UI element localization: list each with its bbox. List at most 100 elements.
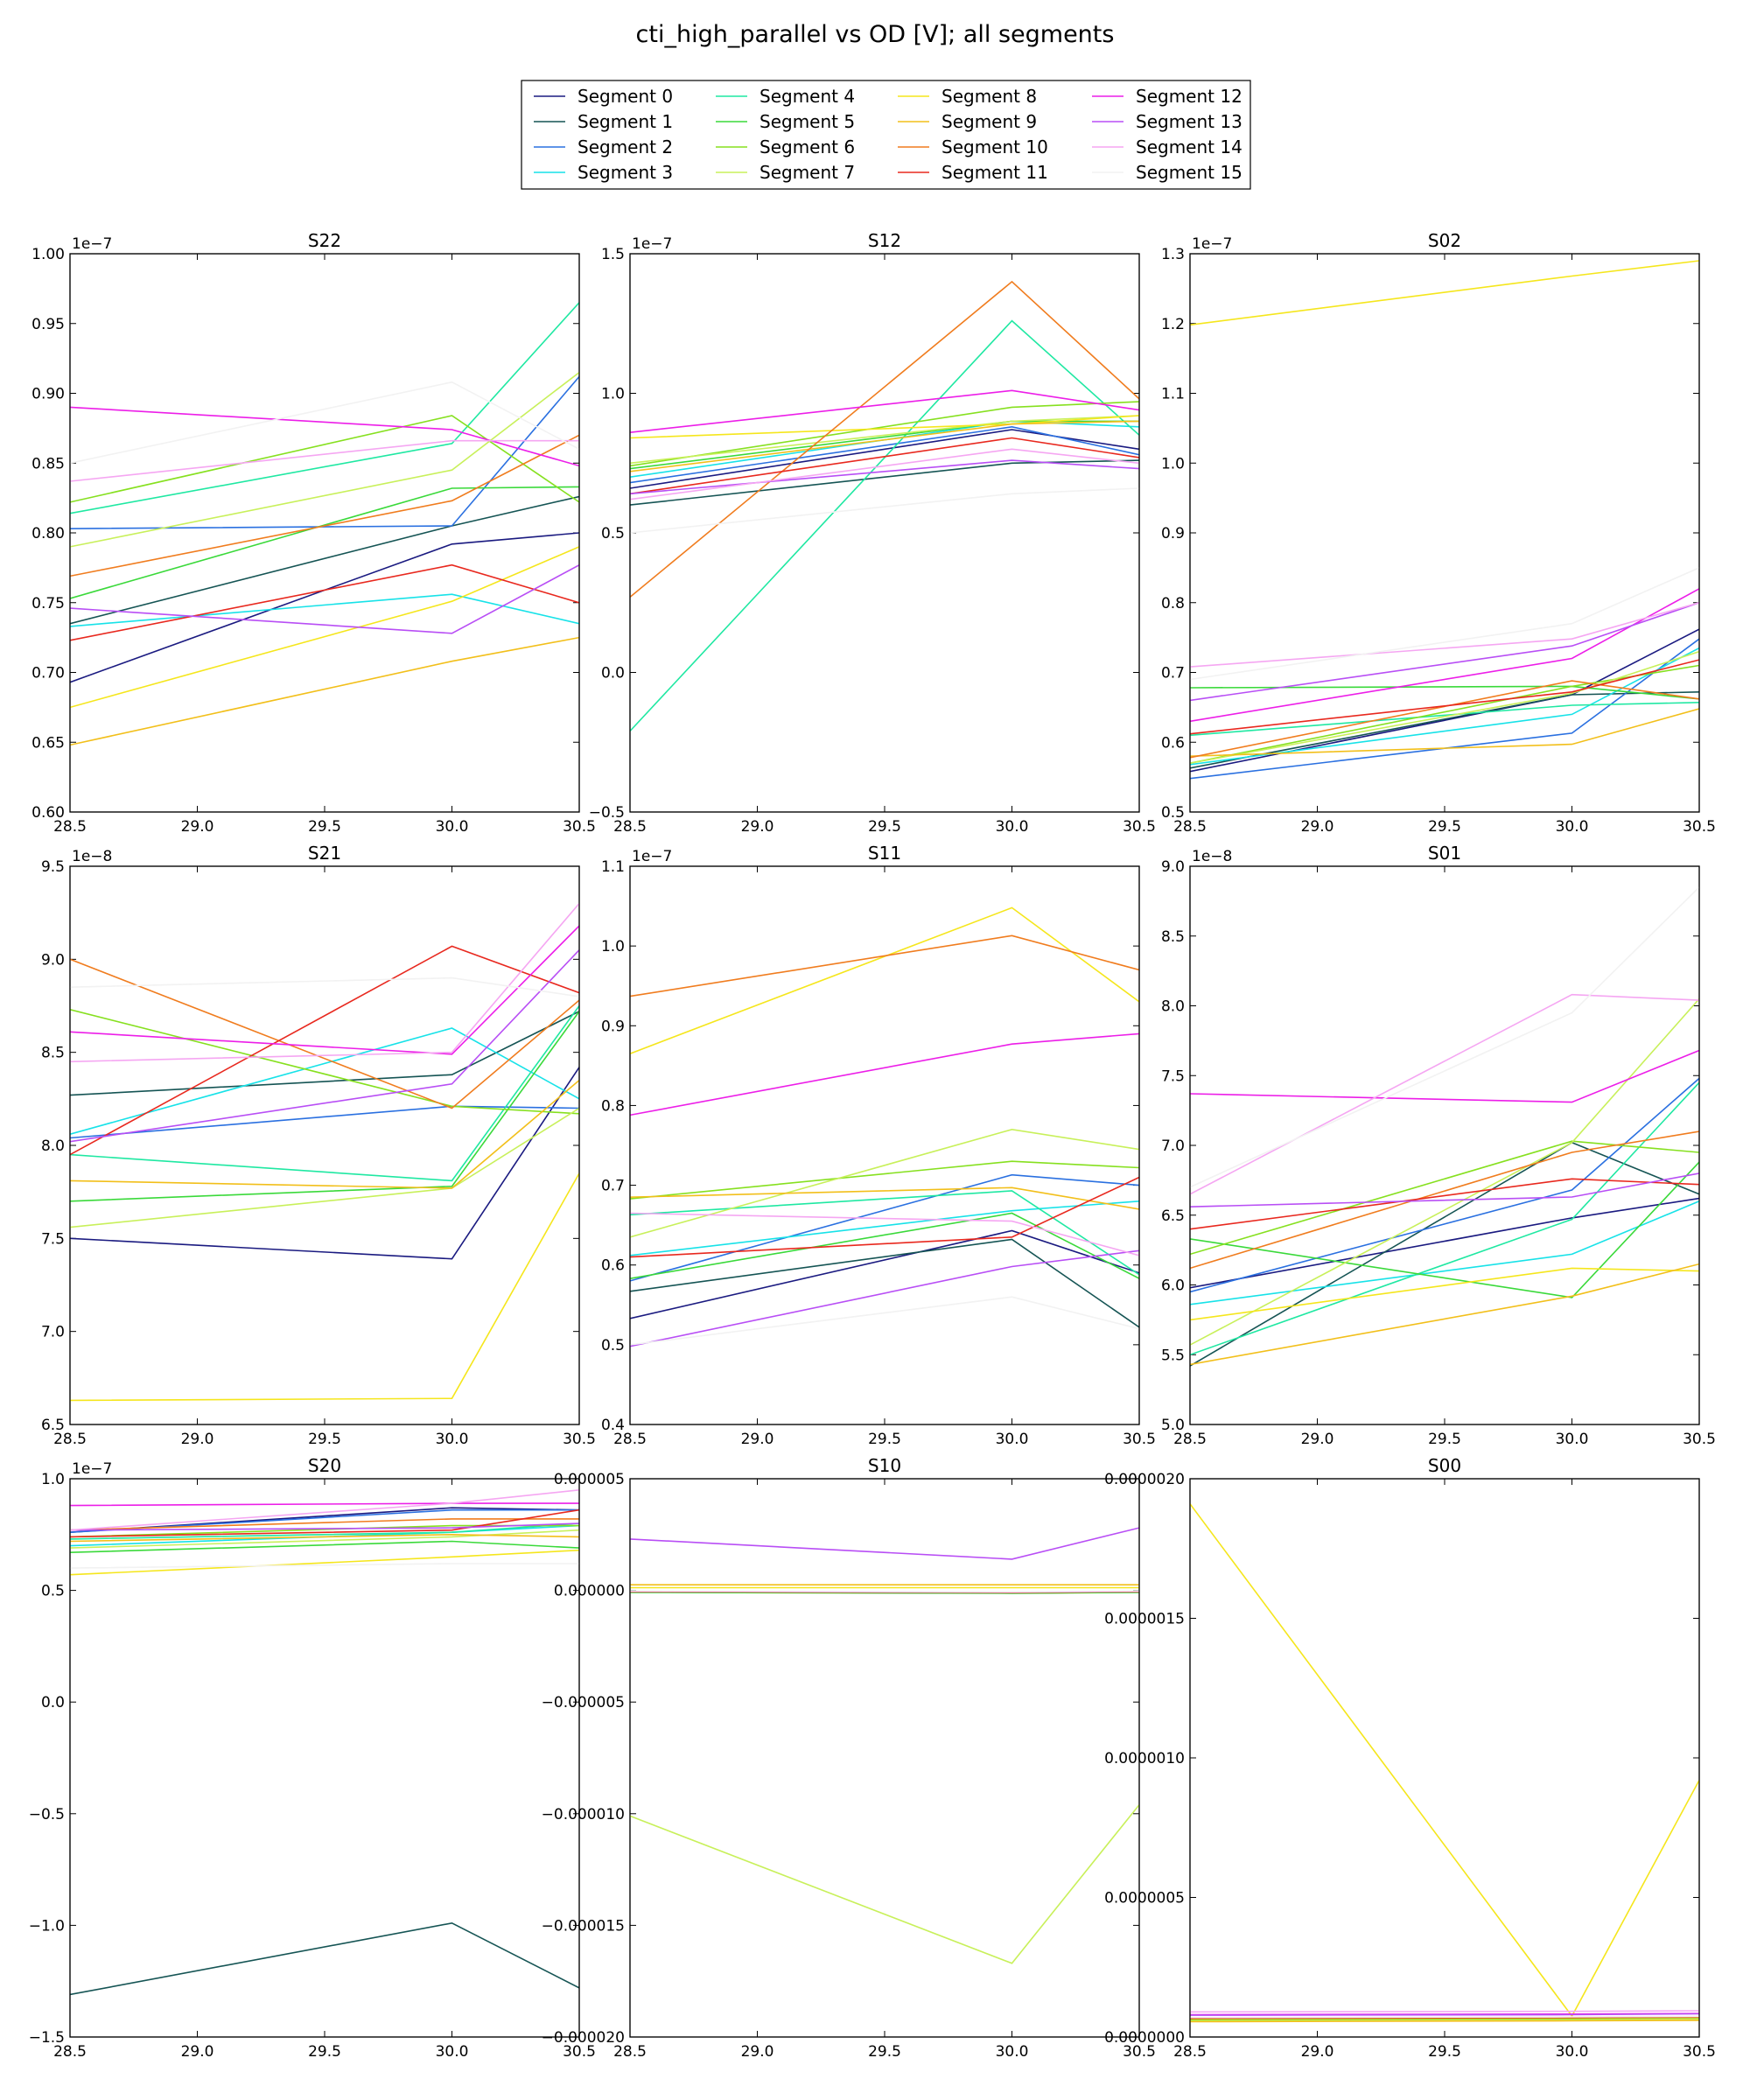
subplot-title: S00 [1428,1455,1461,1476]
x-tick-label: 29.0 [1301,818,1334,836]
plot-border [629,1478,1140,2038]
plot-frame [1189,1478,1700,2038]
series-line-segment-7 [1190,2018,1699,2022]
series-line-segment-13 [70,949,579,1143]
series-line-segment-4 [70,1005,579,1182]
subplot-s12: S12 1e−7 −0.5 0.0 0.5 1.0 1.5 28.5 29.0 29.5 30.0 3… [589,230,1156,836]
series-line-segment-15 [630,1296,1139,1346]
series-line-segment-15 [70,381,579,465]
series-group [1190,1503,1699,2023]
legend-item: Segment 5 [716,111,855,132]
legend-item: Segment 14 [1092,136,1242,158]
series-line-segment-14 [630,448,1139,500]
y-tick-label: 0.0000010 [1104,1750,1185,1768]
series-line-segment-5 [70,1011,579,1202]
y-tick-label: 0.6 [1161,734,1185,752]
x-tick-label: 30.5 [563,1431,596,1448]
series-line-segment-10 [70,958,579,1110]
series-line-segment-12 [630,389,1139,433]
x-tick-label: 29.0 [741,818,774,836]
y-tick-label: 7.5 [41,1230,65,1248]
x-tick-label: 30.0 [996,1431,1029,1448]
legend-item: Segment 13 [1092,111,1242,132]
y-tick-label: 0.90 [32,386,65,403]
x-tick-label: 28.5 [53,1431,87,1448]
x-tick-label: 30.5 [1683,2043,1716,2061]
x-tick-label: 29.5 [868,818,901,836]
series-line-segment-4 [70,302,579,514]
series-group [630,1527,1139,1964]
legend-label: Segment 4 [760,86,855,107]
y-tick-label: 1.00 [32,246,65,263]
series-line-segment-5 [70,1540,579,1553]
series-line-segment-4 [1190,1082,1699,1356]
series-line-segment-13 [1190,1172,1699,1208]
series-line-segment-3 [630,1200,1139,1256]
x-tick-label: 29.5 [1428,1431,1461,1448]
series-line-segment-11 [1190,659,1699,735]
y-tick-label: 1.0 [601,938,625,956]
series-line-segment-9 [70,1079,579,1189]
x-tick-label: 29.0 [181,1431,214,1448]
legend-item: Segment 4 [716,86,855,107]
y-tick-label: 0.70 [32,665,65,682]
y-offset-label: 1e−8 [1192,848,1232,865]
series-line-segment-8 [70,1172,579,1402]
series-line-segment-2 [70,1508,579,1533]
series-line-segment-0 [630,429,1139,489]
y-tick-label: 1.0 [1161,455,1185,472]
y-tick-label: 0.5 [41,1583,65,1600]
series-line-segment-14 [1190,993,1699,1195]
subplot-s01: S01 1e−8 5.0 5.5 6.0 6.5 7.0 7.5 8.0 8.5 9.0 28.5 29… [1161,843,1716,1448]
series-line-segment-10 [1190,680,1699,759]
series-line-segment-6 [1190,1140,1699,1256]
y-tick-label: 7.0 [1161,1138,1185,1155]
series-line-segment-9 [70,1533,579,1543]
y-tick-label: 5.5 [1161,1347,1185,1364]
series-line-segment-11 [70,1508,579,1538]
x-tick-label: 29.0 [1301,2043,1334,2061]
series-line-segment-15 [1190,2015,1699,2019]
series-line-segment-3 [70,1027,579,1135]
legend-item: Segment 8 [898,86,1037,107]
series-line-segment-9 [630,1186,1139,1210]
plot-frame [629,865,1140,1425]
series-line-segment-11 [630,1176,1139,1258]
y-tick-label: 0.80 [32,525,65,542]
series-line-segment-12 [1190,588,1699,723]
series-line-segment-0 [630,1229,1139,1320]
subplot-title: S11 [868,843,901,864]
y-tick-label: 0.75 [32,595,65,612]
x-tick-label: 30.5 [1123,1431,1156,1448]
y-tick-label: 5.0 [1161,1417,1185,1434]
y-tick-label: 0.5 [1161,804,1185,822]
y-tick-label: −1.0 [29,1917,65,1935]
series-line-segment-8 [630,906,1139,1054]
plot-border [69,253,580,813]
series-line-segment-14 [70,1489,579,1531]
series-line-segment-12 [1190,1049,1699,1103]
y-tick-label: 0.65 [32,734,65,752]
series-group [630,280,1139,732]
legend-label: Segment 5 [760,111,855,132]
series-line-segment-0 [70,1507,579,1533]
y-tick-label: 0.0000020 [1104,1471,1185,1488]
x-tick-label: 28.5 [53,2043,87,2061]
series-line-segment-15 [1190,886,1699,1188]
y-tick-label: 0.0000005 [1104,1890,1185,1908]
legend-item: Segment 12 [1092,86,1242,107]
x-tick-label: 29.5 [868,2043,901,2061]
y-tick-label: 0.000000 [554,1583,625,1600]
plot-frame [629,253,1140,813]
legend-label: Segment 6 [760,136,855,158]
legend-item: Segment 11 [898,162,1048,183]
plot-border [629,865,1140,1425]
series-line-segment-2 [630,1173,1139,1282]
subplot-title: S02 [1428,230,1461,251]
series-line-segment-9 [1190,1263,1699,1366]
x-tick-label: 29.5 [1428,2043,1461,2061]
subplot-title: S10 [868,1455,901,1476]
y-tick-label: 0.85 [32,455,65,472]
plot-border [69,865,580,1425]
x-tick-label: 30.0 [436,818,469,836]
